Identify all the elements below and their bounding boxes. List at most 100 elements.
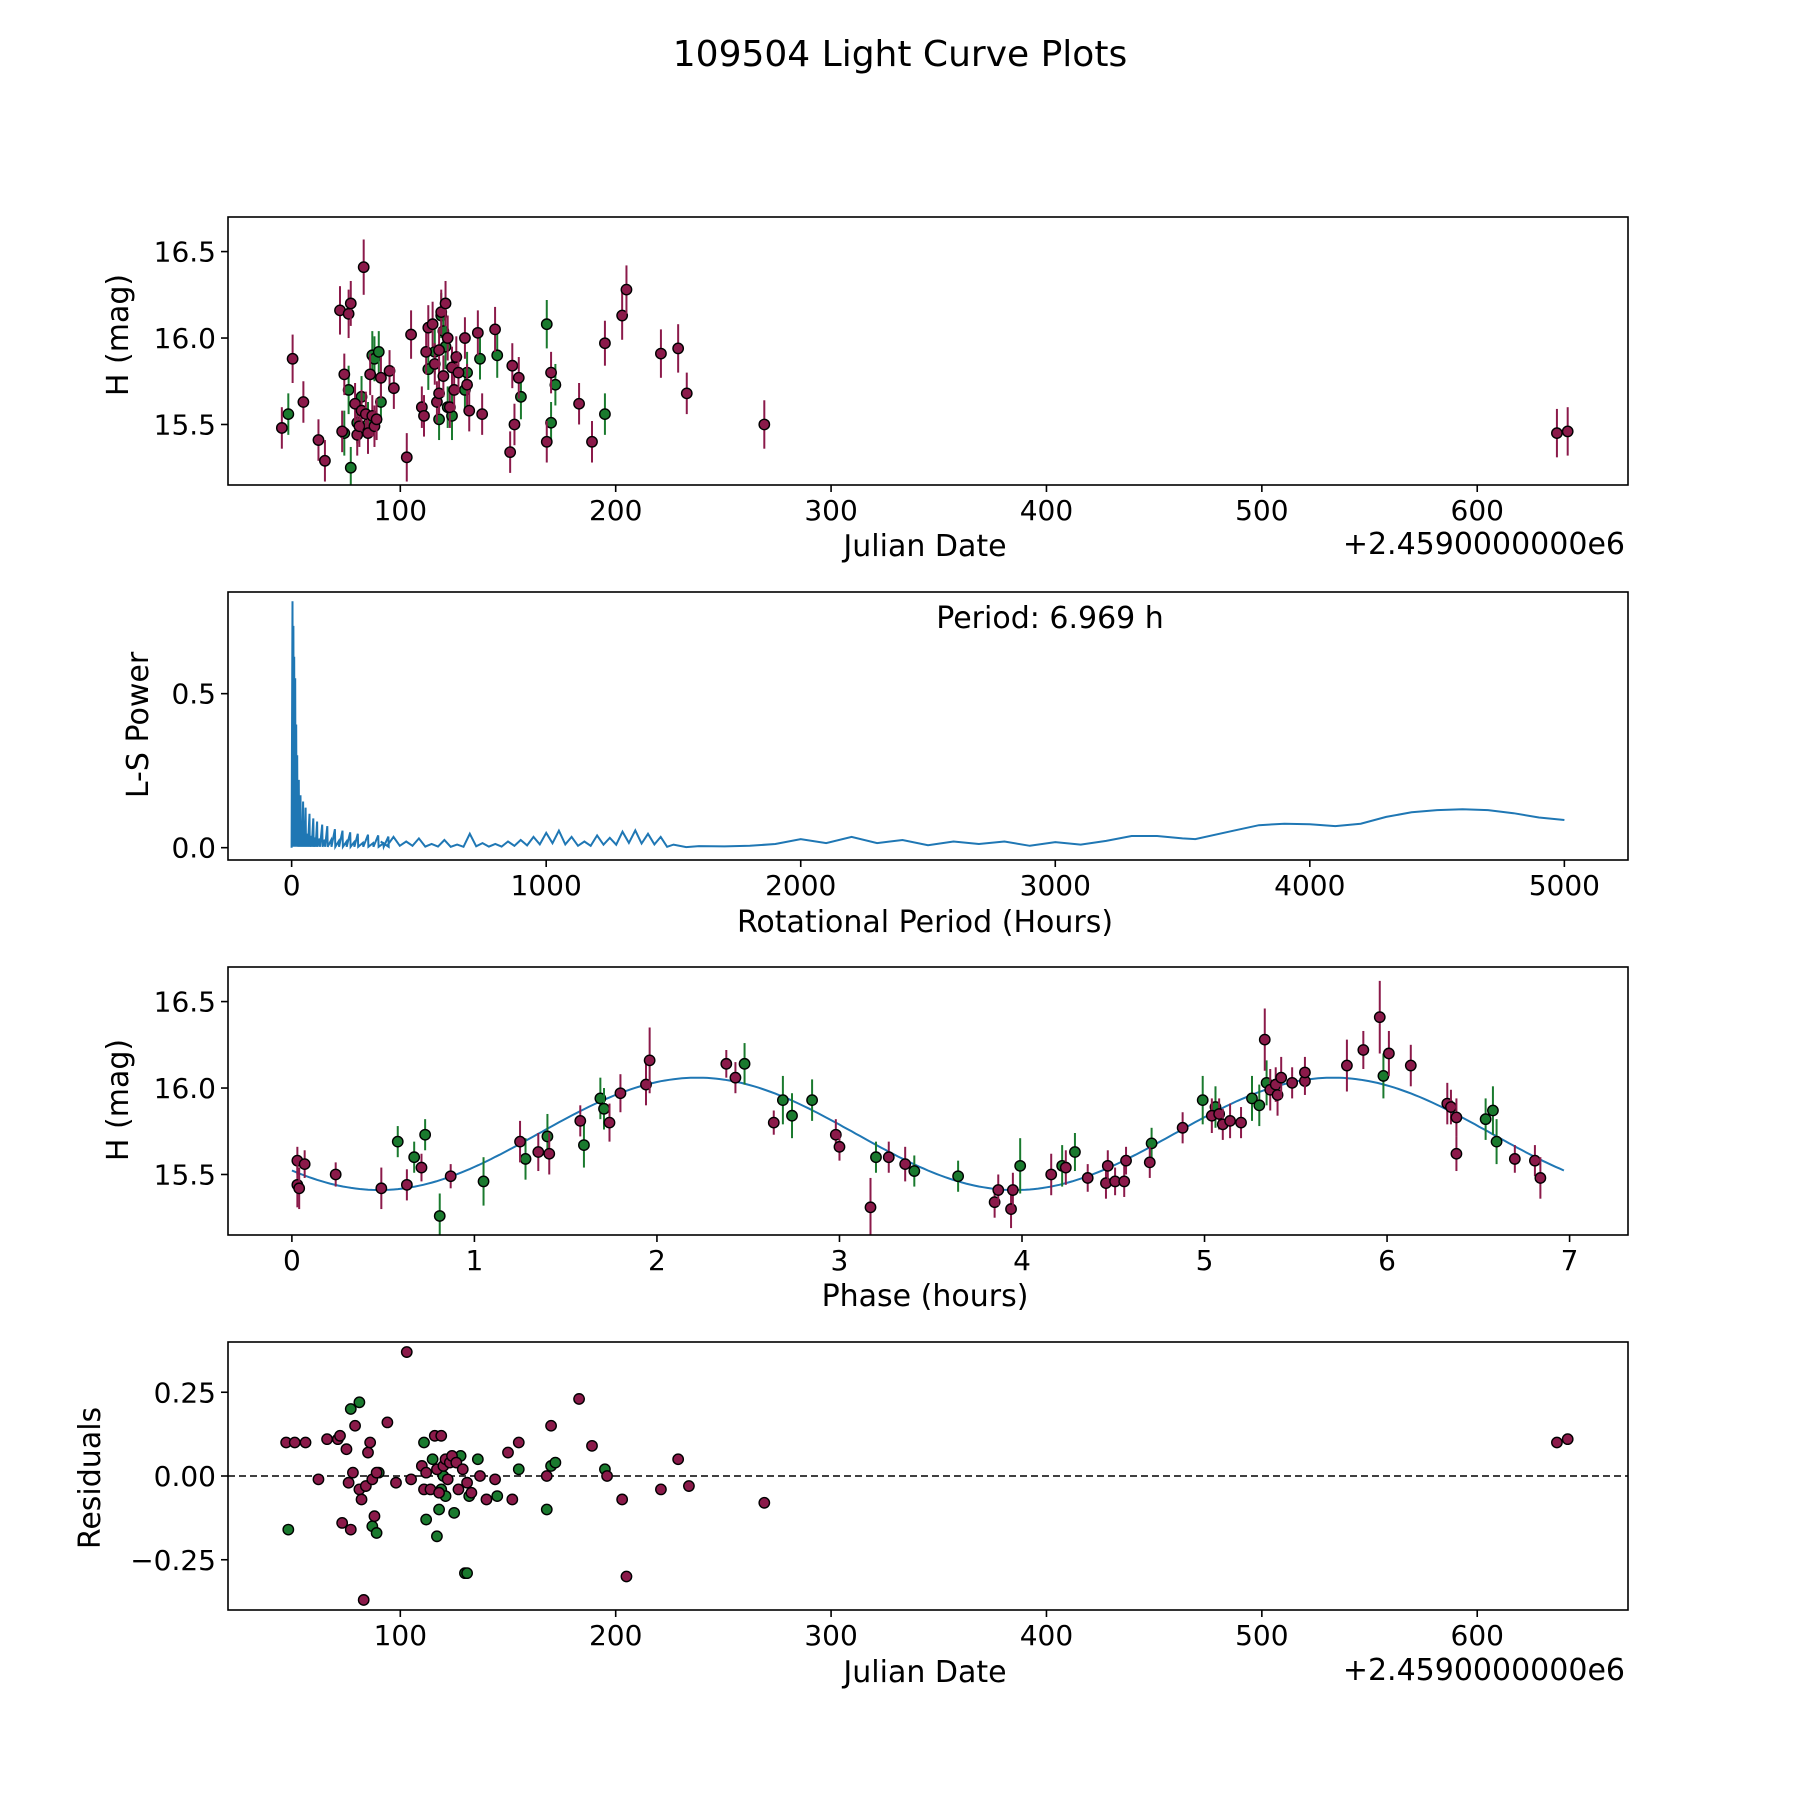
- residuals-point-g: [353, 1396, 366, 1409]
- phase-fold-point-r: [543, 1147, 556, 1160]
- residuals-point-r: [489, 1473, 501, 1486]
- phase-fold-point-r: [833, 1140, 846, 1153]
- residuals-point-g: [491, 1490, 504, 1503]
- phase-fold-point-g: [1490, 1135, 1503, 1148]
- phase-fold-point-r: [1275, 1071, 1288, 1084]
- residuals-point-r: [480, 1493, 493, 1506]
- phase-fold-point-r: [1081, 1172, 1094, 1184]
- light-curve-ylabel: H (mag): [101, 274, 136, 396]
- phase-fold-point-r: [1006, 1184, 1019, 1196]
- phase-fold-point-g: [578, 1139, 590, 1151]
- phase-fold-point-r: [1404, 1059, 1417, 1072]
- residuals-point-r: [461, 1476, 473, 1489]
- phase-fold-point-g: [419, 1128, 432, 1141]
- phase-fold-ylabel: H (mag): [101, 1039, 136, 1161]
- residuals-point-r: [321, 1433, 333, 1446]
- light-curve-point-r: [459, 332, 471, 344]
- residuals-panel: Julian Date +2.4590000000e6 Residuals 10…: [73, 1341, 1629, 1690]
- figure-title: 109504 Light Curve Plots: [673, 34, 1127, 75]
- phase-fold-point-r: [767, 1116, 780, 1129]
- light-curve-point-r: [275, 422, 288, 434]
- light-curve-axes-frame: [227, 216, 1629, 486]
- light-curve-point-r: [319, 454, 331, 467]
- light-curve-point-r: [353, 420, 366, 433]
- residuals-xtick-label: 400: [1020, 1619, 1073, 1652]
- light-curve-point-r: [312, 434, 325, 446]
- phase-fold-point-r: [532, 1146, 545, 1158]
- light-curve-plot-area: [275, 239, 1574, 485]
- residuals-point-g: [549, 1456, 562, 1469]
- light-curve-point-r: [286, 352, 299, 365]
- residuals-point-r: [420, 1466, 433, 1479]
- phase-fold-xtick-label: 5: [1196, 1244, 1214, 1277]
- periodogram-annotation: Period: 6.969 h: [936, 601, 1164, 636]
- periodogram-xlabel: Rotational Period (Hours): [737, 905, 1113, 940]
- residuals-point-r: [299, 1436, 312, 1449]
- periodogram-xtick-label: 0: [283, 869, 301, 902]
- light-curve-point-r: [655, 347, 667, 360]
- light-curve-point-r: [1561, 425, 1574, 438]
- residuals-ytick-label: 0.00: [154, 1460, 216, 1493]
- phase-fold-point-r: [574, 1114, 587, 1127]
- residuals-point-r: [288, 1436, 301, 1449]
- residuals-point-r: [336, 1517, 349, 1529]
- residuals-point-r: [381, 1416, 394, 1429]
- residuals-point-r: [683, 1480, 695, 1492]
- light-curve-point-r: [463, 404, 476, 417]
- residuals-point-r: [502, 1446, 514, 1459]
- light-curve-xtick-label: 300: [804, 494, 857, 527]
- residuals-point-r: [452, 1483, 465, 1496]
- light-curve-xtick-label: 600: [1451, 494, 1504, 527]
- phase-fold-point-r: [1235, 1116, 1247, 1129]
- residuals-xtick-label: 600: [1451, 1619, 1504, 1652]
- light-curve-point-r: [338, 368, 351, 381]
- phase-fold-point-g: [1145, 1137, 1158, 1150]
- residuals-ytick-label: −0.25: [130, 1544, 216, 1577]
- phase-fold-point-r: [1045, 1168, 1058, 1181]
- phase-fold-point-r: [1213, 1108, 1226, 1120]
- light-curve-point-r: [508, 418, 521, 431]
- phase-fold-point-r: [444, 1170, 457, 1183]
- light-curve-point-r: [620, 283, 633, 296]
- residuals-point-g: [344, 1403, 357, 1415]
- phase-fold-point-g: [952, 1170, 965, 1183]
- residuals-point-r: [355, 1493, 368, 1506]
- phase-fold-point-r: [1299, 1066, 1311, 1079]
- phase-fold-point-r: [720, 1057, 733, 1070]
- light-curve-point-r: [344, 297, 357, 310]
- phase-fold-point-r: [640, 1078, 652, 1091]
- phase-fold-xtick-label: 4: [1013, 1244, 1031, 1277]
- phase-fold-axes-frame: [227, 966, 1629, 1236]
- phase-fold-point-r: [375, 1182, 388, 1195]
- light-curve-point-g: [540, 318, 553, 331]
- residuals-ylabel: Residuals: [73, 1407, 108, 1549]
- phase-fold-plot-area: [291, 980, 1565, 1235]
- light-curve-point-r: [471, 326, 484, 339]
- phase-fold-point-r: [1118, 1175, 1131, 1188]
- phase-fold-point-r: [1529, 1154, 1541, 1167]
- light-curve-point-r: [512, 371, 525, 384]
- phase-fold-point-r: [1143, 1156, 1156, 1169]
- light-curve-point-r: [405, 328, 417, 341]
- light-curve-point-r: [439, 297, 452, 310]
- residuals-point-r: [474, 1470, 486, 1482]
- phase-fold-point-r: [643, 1054, 656, 1067]
- light-curve-point-r: [375, 371, 387, 384]
- residuals-point-r: [441, 1473, 454, 1486]
- light-curve-point-g: [491, 349, 504, 362]
- residuals-point-r: [334, 1429, 346, 1442]
- phase-fold-point-r: [1176, 1121, 1189, 1134]
- periodogram-power-line: [290, 601, 1565, 851]
- residuals-point-r: [368, 1510, 381, 1523]
- phase-fold-point-g: [477, 1175, 490, 1188]
- phase-fold-point-r: [514, 1135, 526, 1148]
- light-curve-point-r: [758, 418, 771, 431]
- light-curve-point-g: [599, 408, 611, 421]
- residuals-point-r: [357, 1594, 370, 1606]
- phase-fold-point-r: [1450, 1111, 1463, 1124]
- residuals-point-g: [448, 1506, 461, 1519]
- light-curve-x-offset: +2.4590000000e6: [1343, 527, 1625, 562]
- phase-fold-xtick-label: 6: [1378, 1244, 1396, 1277]
- phase-fold-point-r: [864, 1201, 877, 1214]
